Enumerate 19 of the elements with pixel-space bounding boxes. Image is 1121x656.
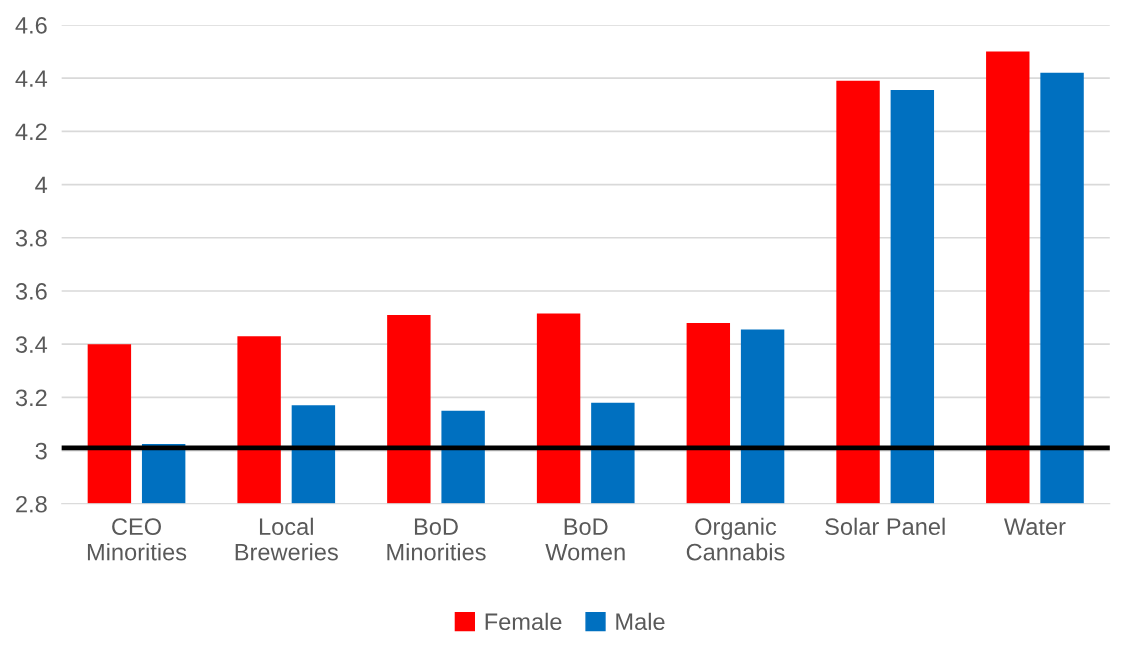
y-tick-label: 3.8	[15, 229, 47, 247]
x-tick-label: Local Breweries	[235, 517, 338, 561]
y-tick-label: 4	[35, 176, 48, 194]
y-tick-label: 4.2	[15, 123, 47, 140]
x-tick-label: BoD Minorities	[387, 518, 486, 561]
x-tick-label: BoD Women	[545, 518, 625, 561]
x-tick-label: Water	[1003, 518, 1066, 536]
legend-label: Female	[485, 612, 562, 631]
y-tick-label: 3.4	[15, 336, 48, 353]
y-tick-label: 2.8	[16, 495, 47, 513]
legend-label: Male	[616, 612, 665, 631]
y-tick-label: 3.2	[15, 389, 47, 407]
x-tick-label: Organic Cannabis	[686, 517, 785, 561]
y-tick-label: 3.6	[15, 283, 47, 300]
x-tick-label: CEO Minorities	[87, 518, 187, 561]
y-tick-label: 4.6	[15, 17, 47, 34]
x-tick-label: Solar Panel	[825, 517, 945, 536]
y-tick-label: 3	[35, 442, 47, 460]
y-tick-label: 4.4	[15, 70, 48, 87]
